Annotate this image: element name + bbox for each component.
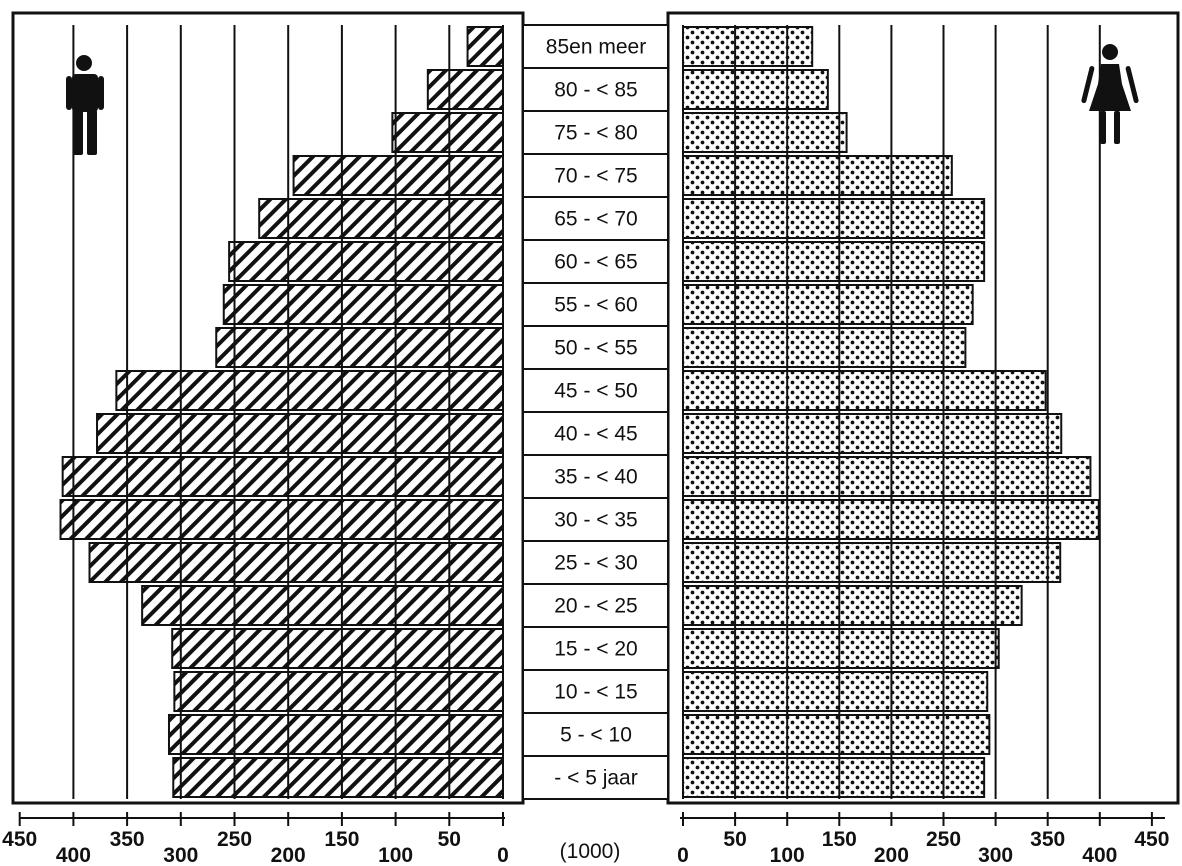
- male-bar: [292, 155, 504, 196]
- age-label-box: [522, 454, 669, 499]
- male-axis-tick-label: 50: [438, 828, 461, 851]
- age-label-box: [522, 583, 669, 628]
- female-bar: [682, 198, 986, 239]
- male-axis-tick-label: 150: [324, 828, 359, 851]
- age-group-label: 85en meer: [546, 36, 646, 59]
- age-group-label: 60 - < 65: [554, 251, 637, 274]
- female-axis-tick-label: 450: [1134, 828, 1169, 851]
- male-bar: [59, 499, 505, 540]
- age-group-label: 25 - < 30: [554, 552, 637, 575]
- female-axis: 0 50 100 150 200 250 300 350 400 450: [677, 812, 1169, 866]
- age-label-box: [522, 497, 669, 542]
- female-bar: [682, 155, 953, 196]
- female-bar: [682, 327, 967, 368]
- female-bar: [682, 69, 829, 110]
- male-axis-tick-label: 200: [271, 844, 306, 866]
- female-bar: [682, 628, 1000, 669]
- age-label-box: [522, 24, 669, 69]
- female-axis-tick-label: 400: [1082, 844, 1117, 866]
- male-bar: [228, 241, 504, 282]
- male-bar: [215, 327, 504, 368]
- age-label-box: [522, 411, 669, 456]
- age-group-label: 50 - < 55: [554, 337, 637, 360]
- age-group-labels: - < 5 jaar 5 - < 10 10 - < 15 15 - < 20 20 -…: [522, 24, 669, 800]
- male-bar: [88, 542, 504, 583]
- age-group-label: 70 - < 75: [554, 165, 637, 188]
- female-bar: [682, 585, 1023, 626]
- age-group-label: 65 - < 70: [554, 208, 637, 231]
- age-group-label: 55 - < 60: [554, 294, 637, 317]
- female-bar: [682, 112, 848, 153]
- male-bar: [466, 26, 505, 67]
- female-axis-tick-label: 50: [723, 828, 746, 851]
- male-figure-icon: [66, 55, 104, 155]
- female-axis-tick-label: 150: [822, 828, 857, 851]
- male-axis-tick-label: 0: [497, 844, 509, 866]
- age-group-label: 30 - < 35: [554, 509, 637, 532]
- male-axis-tick-label: 350: [110, 828, 145, 851]
- female-axis-tick-label: 250: [926, 828, 961, 851]
- male-bar: [167, 714, 504, 755]
- male-bar: [171, 628, 504, 669]
- male-axis-tick-label: 300: [163, 844, 198, 866]
- male-axis: 450 400 350 300 250 200 150 100 50 0: [2, 812, 509, 866]
- male-bar: [115, 370, 505, 411]
- female-axis-tick-label: 100: [770, 844, 805, 866]
- female-axis-tick-label: 200: [874, 844, 909, 866]
- male-bar: [426, 69, 505, 110]
- male-axis-tick-label: 250: [217, 828, 252, 851]
- male-bar: [173, 671, 505, 712]
- age-group-label: 40 - < 45: [554, 423, 637, 446]
- age-label-box: [522, 669, 669, 714]
- age-label-box: [522, 626, 669, 671]
- male-bar: [222, 284, 504, 325]
- age-group-label: 10 - < 15: [554, 681, 637, 704]
- age-label-box: [522, 325, 669, 370]
- age-group-label: - < 5 jaar: [554, 767, 637, 790]
- age-label-box: [522, 110, 669, 155]
- age-label-box: [522, 368, 669, 413]
- male-axis-tick-label: 450: [2, 828, 37, 851]
- age-group-label: 80 - < 85: [554, 79, 637, 102]
- male-bar: [141, 585, 505, 626]
- female-bar: [682, 757, 986, 798]
- grid-lines: [72, 25, 1101, 799]
- female-bar: [682, 456, 1092, 497]
- age-group-label: 35 - < 40: [554, 466, 637, 489]
- female-axis-tick-label: 0: [677, 844, 689, 866]
- unit-label: (1000): [560, 840, 621, 863]
- female-bar: [682, 26, 814, 67]
- female-bar: [682, 241, 986, 282]
- male-bar: [391, 112, 504, 153]
- female-figure-icon: [1081, 44, 1139, 144]
- age-label-box: [522, 540, 669, 585]
- age-group-label: 20 - < 25: [554, 595, 637, 618]
- female-bar: [682, 413, 1063, 454]
- age-label-box: [522, 755, 669, 800]
- age-group-label: 75 - < 80: [554, 122, 637, 145]
- female-axis-tick-label: 300: [978, 844, 1013, 866]
- age-group-label: 5 - < 10: [560, 724, 632, 747]
- age-label-box: [522, 712, 669, 757]
- female-bar: [682, 284, 974, 325]
- male-bar: [258, 198, 504, 239]
- female-bar: [682, 370, 1047, 411]
- male-bar: [172, 757, 504, 798]
- male-bar: [61, 456, 504, 497]
- age-label-box: [522, 153, 669, 198]
- male-axis-tick-label: 400: [56, 844, 91, 866]
- female-bars: [682, 26, 1100, 798]
- male-axis-tick-label: 100: [378, 844, 413, 866]
- male-bar: [96, 413, 504, 454]
- male-bars: [59, 26, 505, 798]
- age-group-label: 45 - < 50: [554, 380, 637, 403]
- age-group-label: 15 - < 20: [554, 638, 637, 661]
- age-label-box: [522, 196, 669, 241]
- age-label-box: [522, 282, 669, 327]
- female-bar: [682, 542, 1062, 583]
- female-bar: [682, 714, 991, 755]
- female-axis-tick-label: 350: [1030, 828, 1065, 851]
- female-bar: [682, 671, 989, 712]
